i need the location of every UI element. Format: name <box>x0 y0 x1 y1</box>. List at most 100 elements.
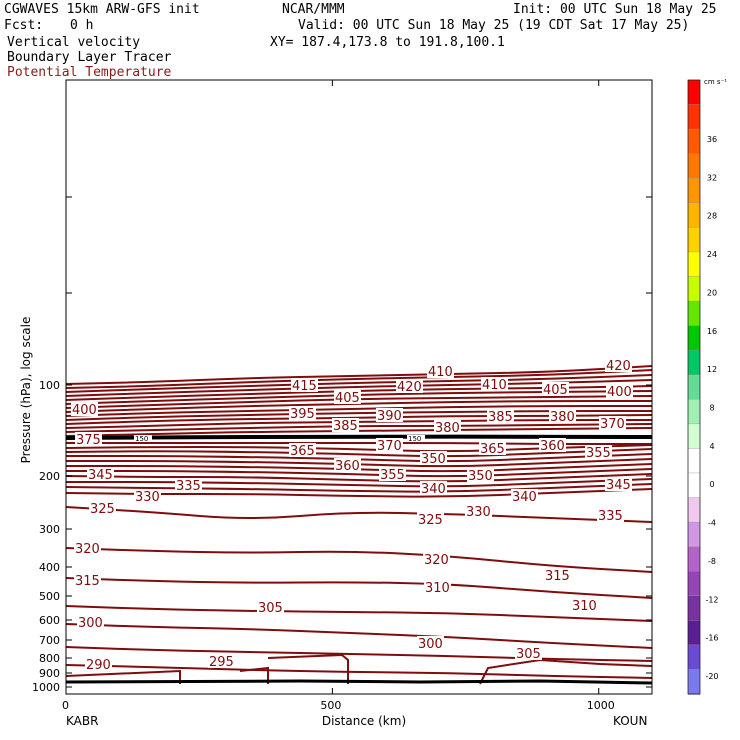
contour-label-bg <box>89 501 116 515</box>
colorbar-swatch <box>687 178 701 204</box>
contour-label: 390 <box>377 409 402 424</box>
contour-label-bg <box>396 379 423 393</box>
theta-contour-line <box>65 379 653 397</box>
contour-label-bg <box>334 390 361 404</box>
theta-contour-line <box>65 444 653 453</box>
tracer-surface-line <box>65 679 653 685</box>
contour-label: 420 <box>397 380 422 395</box>
colorbar-label: 0 <box>709 480 714 489</box>
theta-contour-line <box>65 488 653 498</box>
contour-label-bg <box>467 468 494 482</box>
y-tick-label: 500 <box>39 590 60 603</box>
contour-label-bg <box>434 420 461 434</box>
y-tick-label: 400 <box>39 561 60 574</box>
organization-label: NCAR/MMM <box>282 2 345 17</box>
x-tick-label: 1000 <box>587 699 615 712</box>
colorbar-frame <box>687 79 701 695</box>
tracer-label: 150 <box>408 435 421 443</box>
theta-contour-line <box>65 483 653 493</box>
contour-label-bg <box>544 568 571 582</box>
contour-label: 395 <box>290 407 315 422</box>
contour-label-bg <box>599 416 626 430</box>
y-tick-label: 800 <box>39 652 60 665</box>
colorbar-label: 4 <box>709 442 714 451</box>
field-vertical-velocity: Vertical velocity <box>7 35 141 50</box>
x-tick-label: 0 <box>62 699 69 712</box>
y-tick-label: 300 <box>39 523 60 536</box>
field-potential-temperature: Potential Temperature <box>7 65 172 80</box>
contour-label: 315 <box>75 574 100 589</box>
contour-label-bg <box>379 467 406 481</box>
contour-label: 350 <box>468 469 493 484</box>
theta-contour-line <box>65 547 653 573</box>
contour-label: 325 <box>418 513 443 528</box>
contour-label-bg <box>585 445 612 459</box>
contour-label-bg <box>134 489 161 503</box>
colorbar-swatch <box>687 497 701 523</box>
colorbar-label: 36 <box>707 135 717 144</box>
colorbar-swatch <box>687 620 701 646</box>
theta-contour-line <box>66 478 653 488</box>
colorbar-swatch <box>687 300 701 327</box>
contour-label-bg <box>257 600 284 614</box>
theta-contour-line <box>65 473 653 483</box>
contour-label: 380 <box>550 410 575 425</box>
tracer-label-bg <box>134 435 152 442</box>
contour-label: 295 <box>209 655 234 670</box>
colorbar-swatch <box>687 325 701 351</box>
contour-label-bg <box>424 580 451 594</box>
colorbar-swatch <box>687 521 701 548</box>
contour-label: 405 <box>543 383 568 398</box>
contour-label: 320 <box>424 553 449 568</box>
theta-contour-line <box>65 577 653 599</box>
theta-contour-line <box>65 405 652 417</box>
colorbar-swatch <box>687 227 701 253</box>
contour-label: 320 <box>75 542 100 557</box>
contour-label: 410 <box>428 365 453 380</box>
contour-label: 370 <box>600 417 625 432</box>
contour-label: 370 <box>377 439 402 454</box>
contour-label: 300 <box>78 616 103 631</box>
y-tick-label: 100 <box>39 379 60 392</box>
contour-label-bg <box>376 408 403 422</box>
contour-label: 400 <box>607 385 632 400</box>
theta-contour-line <box>65 374 653 393</box>
contour-label: 310 <box>425 581 450 596</box>
theta-contour-line <box>267 653 349 684</box>
contour-label: 345 <box>606 478 631 493</box>
theta-contours <box>65 365 653 685</box>
y-tick-label: 600 <box>39 614 60 627</box>
contour-label-bg <box>175 478 202 492</box>
theta-contour-line <box>65 369 653 389</box>
model-title: CGWAVES 15km ARW-GFS init <box>4 2 200 17</box>
contour-label: 315 <box>545 569 570 584</box>
contour-label-bg <box>420 481 447 495</box>
contour-label-bg <box>539 438 566 452</box>
tracer-line <box>65 434 653 440</box>
contour-label-bg <box>481 377 508 391</box>
colorbar-label: -12 <box>705 595 718 604</box>
colorbar-label: 16 <box>707 327 717 336</box>
contour-label: 365 <box>290 444 315 459</box>
colorbar-swatch <box>687 571 701 597</box>
colorbar-swatch <box>687 202 701 229</box>
contour-label-bg <box>605 477 632 491</box>
colorbar-swatch <box>687 423 701 450</box>
theta-contour-line <box>65 669 181 684</box>
contour-label-bg <box>85 657 112 671</box>
contour-label-bg <box>75 432 102 446</box>
contour-label-bg <box>289 443 316 457</box>
contour-label-bg <box>87 467 114 481</box>
contour-label: 360 <box>335 459 360 474</box>
colorbar-label: 32 <box>707 173 717 182</box>
colorbar-swatch <box>687 251 701 278</box>
contour-label: 405 <box>335 391 360 406</box>
tracer-label: 150 <box>135 435 148 443</box>
contour-label-bg <box>334 458 361 472</box>
forecast-hour: 0 h <box>70 18 94 33</box>
theta-contour-line <box>65 664 653 679</box>
theta-contour-line <box>65 448 653 458</box>
plot-frame <box>65 79 653 695</box>
contour-label: 330 <box>135 490 160 505</box>
